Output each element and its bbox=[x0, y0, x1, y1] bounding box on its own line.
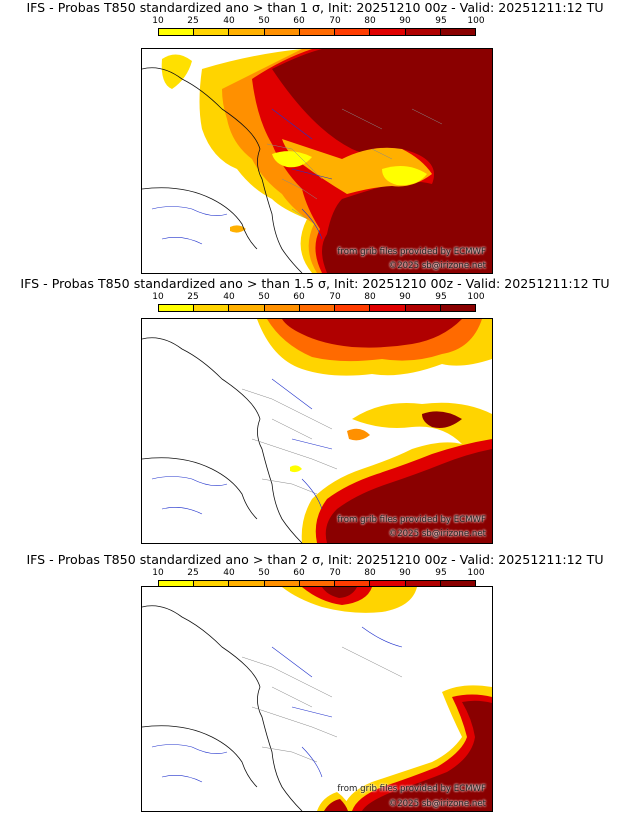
legend-tick: 50 bbox=[258, 16, 270, 26]
coastlines bbox=[142, 605, 303, 811]
admin-borders bbox=[241, 646, 403, 763]
legend-tick: 80 bbox=[364, 16, 376, 26]
legend-tick: 50 bbox=[258, 292, 270, 302]
legend-tick: 100 bbox=[467, 568, 485, 578]
panel-title: IFS - Probas T850 standardized ano > tha… bbox=[26, 0, 604, 15]
legend-swatch bbox=[335, 305, 371, 311]
map-panel-1-5sigma: IFS - Probas T850 standardized ano > tha… bbox=[0, 276, 630, 552]
legend-swatch bbox=[370, 305, 406, 311]
legend-swatch bbox=[440, 29, 475, 35]
legend-swatch bbox=[405, 29, 441, 35]
probability-field bbox=[161, 49, 492, 273]
legend-swatch bbox=[335, 29, 371, 35]
legend-tick: 95 bbox=[435, 16, 447, 26]
credit-source: from grib files provided by ECMWF bbox=[337, 247, 486, 257]
legend-tick: 60 bbox=[293, 16, 305, 26]
colorbar-legend: 10 25 40 50 60 70 80 90 95 100 bbox=[152, 16, 485, 44]
credit-copyright: ©2025 sb@irizone.net bbox=[388, 799, 486, 809]
rivers bbox=[151, 108, 333, 245]
legend-swatch bbox=[229, 581, 265, 587]
map-canvas bbox=[142, 319, 492, 543]
legend-tick: 80 bbox=[364, 568, 376, 578]
legend-tick: 50 bbox=[258, 568, 270, 578]
legend-tick: 10 bbox=[152, 568, 164, 578]
legend-swatch bbox=[299, 305, 336, 311]
probability-field bbox=[282, 587, 492, 811]
legend-swatch bbox=[159, 29, 195, 35]
legend-swatch bbox=[370, 581, 406, 587]
rivers bbox=[151, 378, 333, 515]
panel-title: IFS - Probas T850 standardized ano > tha… bbox=[20, 276, 610, 291]
legend-swatch bbox=[440, 581, 475, 587]
legend-swatch bbox=[194, 581, 230, 587]
credit-copyright: ©2025 sb@irizone.net bbox=[388, 261, 486, 271]
legend-tick: 90 bbox=[399, 292, 411, 302]
legend-swatch bbox=[370, 29, 406, 35]
legend-swatch bbox=[159, 581, 195, 587]
coastlines bbox=[142, 67, 303, 273]
probability-map: from grib files provided by ECMWF ©2025 … bbox=[141, 48, 493, 274]
legend-swatch bbox=[335, 581, 371, 587]
admin-borders bbox=[241, 388, 338, 495]
credit-copyright: ©2025 sb@irizone.net bbox=[388, 529, 486, 539]
legend-swatch bbox=[229, 305, 265, 311]
legend-swatch bbox=[194, 29, 230, 35]
map-panel-1sigma: IFS - Probas T850 standardized ano > tha… bbox=[0, 0, 630, 276]
legend-tick: 10 bbox=[152, 16, 164, 26]
legend-swatch bbox=[440, 305, 475, 311]
legend-tick: 70 bbox=[329, 568, 341, 578]
legend-tick: 90 bbox=[399, 568, 411, 578]
legend-tick: 90 bbox=[399, 16, 411, 26]
legend-tick: 95 bbox=[435, 568, 447, 578]
legend-tick: 95 bbox=[435, 292, 447, 302]
legend-tick: 60 bbox=[293, 568, 305, 578]
map-canvas bbox=[142, 587, 492, 811]
legend-swatch bbox=[405, 581, 441, 587]
legend-tick: 70 bbox=[329, 292, 341, 302]
legend-swatch bbox=[299, 29, 336, 35]
legend-swatch bbox=[405, 305, 441, 311]
legend-swatch bbox=[194, 305, 230, 311]
legend-swatch bbox=[264, 305, 300, 311]
colorbar-legend: 10 25 40 50 60 70 80 90 95 100 bbox=[152, 292, 485, 320]
legend-tick: 40 bbox=[223, 292, 235, 302]
legend-tick: 25 bbox=[187, 568, 199, 578]
legend-swatch bbox=[264, 29, 300, 35]
credit-source: from grib files provided by ECMWF bbox=[337, 515, 486, 525]
legend-tick: 25 bbox=[187, 16, 199, 26]
legend-swatch bbox=[159, 305, 195, 311]
admin-borders bbox=[266, 108, 443, 220]
panel-title: IFS - Probas T850 standardized ano > tha… bbox=[26, 552, 604, 567]
legend-tick: 80 bbox=[364, 292, 376, 302]
legend-swatch bbox=[299, 581, 336, 587]
credit-source: from grib files provided by ECMWF bbox=[337, 784, 486, 794]
coastlines bbox=[142, 337, 303, 543]
legend-tick: 100 bbox=[467, 16, 485, 26]
legend-tick: 40 bbox=[223, 16, 235, 26]
legend-swatch bbox=[229, 29, 265, 35]
probability-map: from grib files provided by ECMWF ©2025 … bbox=[141, 318, 493, 544]
legend-tick: 25 bbox=[187, 292, 199, 302]
legend-tick: 100 bbox=[467, 292, 485, 302]
legend-tick: 60 bbox=[293, 292, 305, 302]
legend-tick: 70 bbox=[329, 16, 341, 26]
map-canvas bbox=[142, 49, 492, 273]
probability-field bbox=[257, 319, 492, 543]
legend-tick: 40 bbox=[223, 568, 235, 578]
legend-swatch bbox=[264, 581, 300, 587]
legend-tick: 10 bbox=[152, 292, 164, 302]
probability-map: from grib files provided by ECMWF ©2025 … bbox=[141, 586, 493, 812]
rivers bbox=[151, 626, 403, 783]
map-panel-2sigma: IFS - Probas T850 standardized ano > tha… bbox=[0, 552, 630, 828]
